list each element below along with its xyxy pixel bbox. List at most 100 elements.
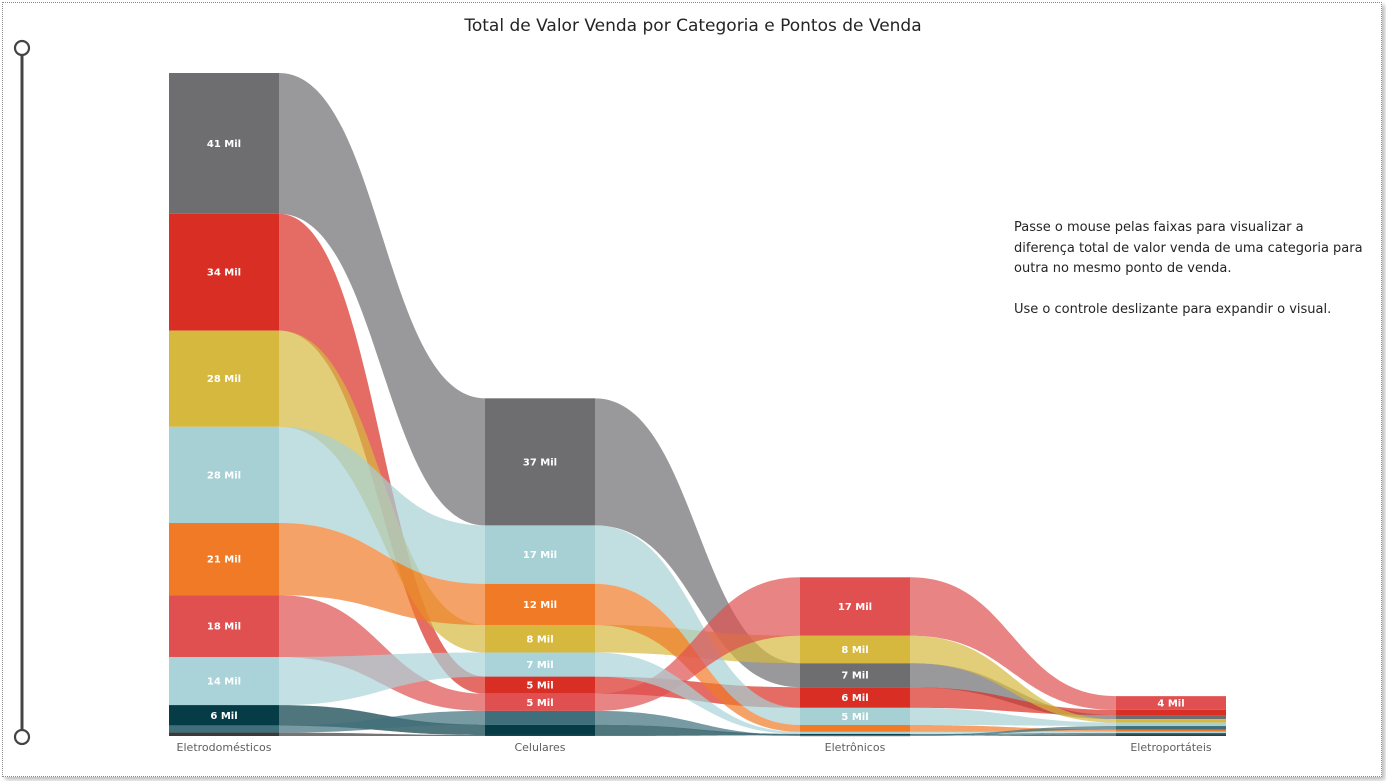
bar-segment bbox=[169, 523, 279, 596]
ribbon-segment bbox=[595, 577, 800, 711]
ribbon-segment bbox=[910, 635, 1116, 723]
instructions-slider: Use o controle deslizante para expandir … bbox=[1014, 301, 1332, 317]
ribbon-segment bbox=[279, 523, 485, 626]
bar-segment bbox=[800, 663, 910, 688]
category-label: Eletrodomésticos bbox=[177, 741, 272, 754]
ribbon-segment bbox=[279, 710, 485, 733]
bar-segment bbox=[1116, 709, 1226, 716]
ribbon-segment bbox=[279, 213, 485, 694]
ribbon-segment bbox=[910, 577, 1116, 710]
bar-value-label: 12 Mil bbox=[523, 600, 557, 611]
bar-segment bbox=[485, 398, 595, 526]
bar-value-label: 21 Mil bbox=[207, 555, 241, 566]
bar-value-label: 14 Mil bbox=[207, 677, 241, 688]
category-label: Eletrônicos bbox=[825, 741, 886, 754]
bar-segment bbox=[1116, 696, 1226, 710]
bar-segment bbox=[169, 213, 279, 331]
bar-segment bbox=[800, 687, 910, 708]
ribbon-segment bbox=[910, 725, 1116, 732]
bar-value-label: 5 Mil bbox=[841, 712, 868, 723]
bar-segment bbox=[800, 577, 910, 636]
ribbon-segment bbox=[279, 732, 485, 736]
bar-segment bbox=[800, 707, 910, 726]
bar-value-label: 18 Mil bbox=[207, 622, 241, 633]
bar-segment bbox=[169, 330, 279, 427]
bar-segment bbox=[485, 734, 595, 736]
bar-value-label: 17 Mil bbox=[838, 602, 872, 613]
bars-layer bbox=[169, 73, 1226, 737]
ribbon-segment bbox=[279, 595, 485, 711]
bar-segment bbox=[169, 705, 279, 726]
bar-segment bbox=[485, 625, 595, 653]
bar-segment bbox=[1116, 722, 1226, 727]
ribbon-segment bbox=[595, 710, 800, 736]
bar-segment bbox=[485, 676, 595, 694]
ribbon-segment bbox=[595, 525, 800, 726]
bar-segment bbox=[169, 595, 279, 657]
chart-title: Total de Valor Venda por Categoria e Pon… bbox=[463, 16, 921, 36]
bar-segment bbox=[169, 656, 279, 706]
ribbon-segment bbox=[279, 426, 485, 584]
bar-value-label: 5 Mil bbox=[526, 698, 553, 709]
bar-value-label: 8 Mil bbox=[526, 634, 553, 645]
ribbon-segment bbox=[595, 652, 800, 734]
bar-segment bbox=[800, 725, 910, 732]
bar-segment bbox=[800, 635, 910, 664]
ribbon-segment bbox=[595, 734, 800, 736]
expand-slider[interactable] bbox=[13, 39, 31, 746]
bar-segment bbox=[1116, 726, 1226, 730]
bar-segment bbox=[169, 73, 279, 214]
bar-value-label: 4 Mil bbox=[1157, 699, 1184, 710]
bar-value-label: 28 Mil bbox=[207, 374, 241, 385]
bar-value-label: 5 Mil bbox=[526, 681, 553, 692]
category-label: Eletroportáteis bbox=[1130, 741, 1212, 754]
instructions-note: Passe o mouse pelas faixas para visualiz… bbox=[1014, 218, 1364, 340]
bar-segment bbox=[1116, 719, 1226, 723]
bar-segment bbox=[485, 583, 595, 626]
bar-value-label: 28 Mil bbox=[207, 470, 241, 481]
slider-handle-bottom[interactable] bbox=[13, 728, 31, 746]
bar-segment bbox=[485, 525, 595, 584]
category-axis: Eletrodomésticos Celulares Eletrônicos Elet… bbox=[177, 741, 1212, 754]
ribbon-segment bbox=[910, 687, 1116, 716]
bar-value-label: 17 Mil bbox=[523, 550, 557, 561]
bar-value-label: 37 Mil bbox=[523, 457, 557, 468]
ribbon-segment bbox=[279, 73, 485, 526]
category-label: Celulares bbox=[514, 741, 565, 754]
ribbon-segment bbox=[910, 726, 1116, 736]
bar-segment bbox=[1116, 715, 1226, 720]
bar-segment bbox=[1116, 729, 1226, 732]
ribbon-segment bbox=[910, 707, 1116, 727]
bar-value-label: 7 Mil bbox=[526, 660, 553, 671]
bar-value-label: 8 Mil bbox=[841, 645, 868, 656]
bar-segment bbox=[169, 426, 279, 524]
bar-value-label: 34 Mil bbox=[207, 268, 241, 279]
bar-segment bbox=[485, 652, 595, 677]
labels-layer: 41 Mil 37 Mil 7 Mil 34 Mil 5 Mil 6 Mil 28 Mil 8… bbox=[207, 139, 1185, 723]
bar-segment bbox=[1116, 734, 1226, 736]
ribbon-segment bbox=[910, 734, 1116, 736]
bar-value-label: 6 Mil bbox=[210, 711, 237, 722]
ribbon-segment bbox=[910, 731, 1116, 734]
bar-segment bbox=[1116, 733, 1226, 735]
bar-segment bbox=[1116, 731, 1226, 734]
bar-segment bbox=[800, 731, 910, 734]
instructions-hover: Passe o mouse pelas faixas para visualiz… bbox=[1014, 220, 1363, 276]
ribbon-segment bbox=[595, 398, 800, 688]
bar-segment bbox=[800, 734, 910, 736]
ribbon-segment bbox=[279, 652, 485, 706]
bar-segment bbox=[800, 735, 910, 737]
ribbons-layer bbox=[279, 73, 1116, 736]
bar-segment bbox=[485, 724, 595, 735]
slider-track[interactable] bbox=[20, 52, 24, 732]
bar-segment bbox=[485, 710, 595, 725]
slider-handle-top[interactable] bbox=[13, 39, 31, 57]
bar-segment bbox=[169, 725, 279, 733]
bar-segment bbox=[169, 732, 279, 736]
bar-value-label: 41 Mil bbox=[207, 139, 241, 150]
bar-value-label: 6 Mil bbox=[841, 693, 868, 704]
bar-value-label: 7 Mil bbox=[841, 671, 868, 682]
bar-segment bbox=[485, 693, 595, 711]
bar-segment bbox=[800, 733, 910, 735]
